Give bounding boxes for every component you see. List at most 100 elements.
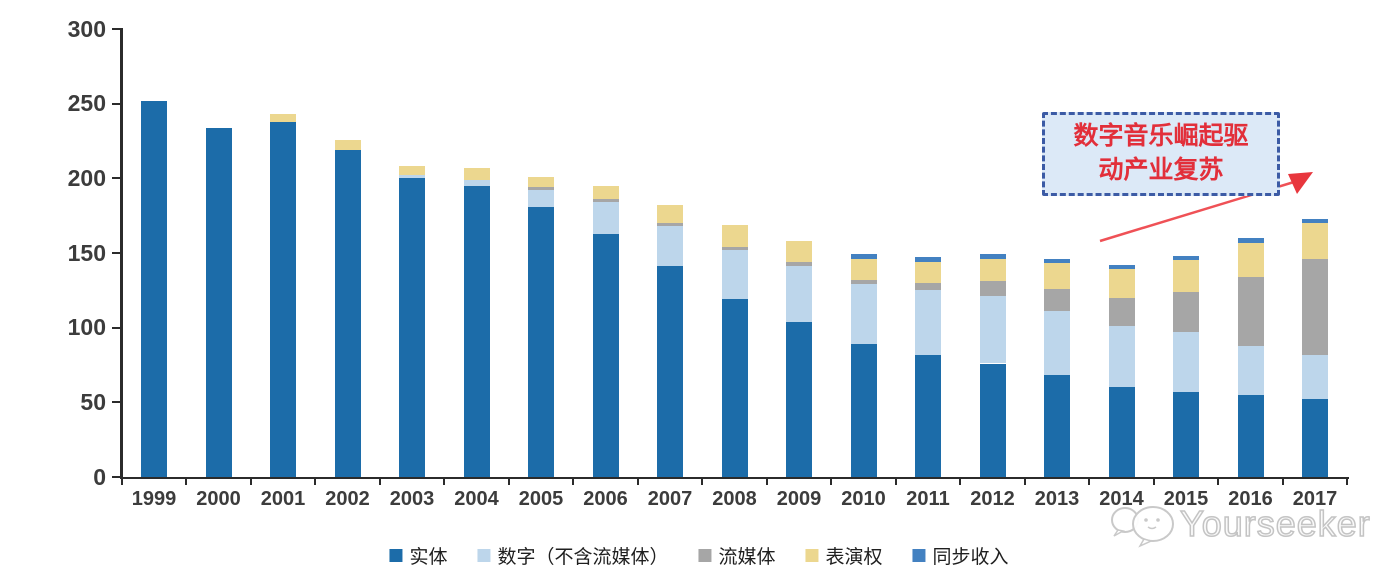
- y-axis-tick: [112, 401, 121, 404]
- x-axis-tick: [314, 477, 317, 485]
- x-axis-tick: [894, 477, 897, 485]
- y-tick-label: 200: [67, 164, 106, 191]
- bar-segment-2015-流媒体: [1173, 291, 1199, 333]
- x-tick-label: 1999: [131, 488, 177, 510]
- x-axis-tick: [249, 477, 252, 485]
- x-tick-label: 2013: [1034, 488, 1080, 510]
- bar-segment-2015-实体: [1173, 391, 1199, 477]
- bar-segment-2013-同步收入: [1044, 258, 1070, 264]
- bar-segment-2016-表演权: [1237, 242, 1264, 277]
- bar-segment-2010-实体: [850, 344, 877, 477]
- bar-segment-2014-流媒体: [1108, 297, 1135, 327]
- bar-segment-2014-同步收入: [1108, 264, 1135, 270]
- x-axis-tick: [185, 477, 188, 485]
- x-tick-label: 2003: [389, 488, 435, 510]
- x-axis-tick: [1152, 477, 1155, 485]
- bar-segment-2007-数字（不含流媒体）: [657, 226, 683, 267]
- legend-item-同步收入: 同步收入: [912, 542, 1009, 569]
- x-axis-tick: [1346, 477, 1349, 485]
- x-axis-tick: [765, 477, 768, 485]
- annotation-callout: 数字音乐崛起驱 动产业复苏: [1042, 112, 1280, 196]
- x-axis-tick: [1281, 477, 1284, 485]
- bar-segment-2007-表演权: [657, 205, 683, 224]
- bar-segment-2010-数字（不含流媒体）: [850, 284, 877, 345]
- x-tick-label: 2014: [1099, 488, 1144, 510]
- x-tick-label: 2016: [1228, 488, 1273, 510]
- bar-segment-2003-实体: [399, 178, 425, 477]
- legend-item-表演权: 表演权: [805, 542, 883, 569]
- x-axis-tick: [1088, 477, 1091, 485]
- x-axis-tick: [959, 477, 962, 485]
- x-axis-tick: [830, 477, 833, 485]
- legend-item-数字（不含流媒体）: 数字（不含流媒体）: [477, 542, 668, 569]
- x-axis-tick: [443, 477, 446, 485]
- bar-segment-2001-表演权: [270, 114, 296, 122]
- legend-label: 流媒体: [718, 547, 776, 568]
- x-axis-tick: [572, 477, 575, 485]
- bar-segment-2017-表演权: [1302, 223, 1328, 259]
- x-tick-label: 2002: [325, 488, 370, 510]
- y-tick-label: 50: [80, 388, 106, 415]
- x-axis-tick: [701, 477, 704, 485]
- bar-segment-2004-数字（不含流媒体）: [463, 179, 490, 186]
- bar-segment-2006-流媒体: [592, 199, 619, 203]
- y-tick-label: 250: [67, 90, 106, 117]
- legend-swatch-icon: [698, 549, 712, 562]
- bar-segment-2006-数字（不含流媒体）: [592, 202, 619, 234]
- bar-segment-2009-数字（不含流媒体）: [786, 266, 812, 322]
- bar-segment-2016-流媒体: [1237, 276, 1264, 346]
- bar-segment-2013-表演权: [1044, 263, 1070, 289]
- x-tick-label: 2017: [1292, 488, 1338, 510]
- bar-segment-2013-数字（不含流媒体）: [1044, 311, 1070, 376]
- bar-segment-2010-表演权: [850, 258, 877, 280]
- bar-segment-2008-表演权: [721, 224, 748, 248]
- bar-segment-2016-数字（不含流媒体）: [1237, 345, 1264, 395]
- legend-item-流媒体: 流媒体: [698, 542, 776, 569]
- bar-segment-2017-实体: [1302, 399, 1328, 477]
- legend-item-实体: 实体: [389, 542, 447, 569]
- bar-segment-2015-表演权: [1173, 260, 1199, 292]
- bar-segment-2003-数字（不含流媒体）: [399, 175, 425, 179]
- bar-segment-2015-同步收入: [1173, 255, 1199, 261]
- x-tick-label: 2004: [454, 488, 499, 510]
- bar-segment-2014-表演权: [1108, 269, 1135, 298]
- x-tick-label: 2001: [260, 488, 306, 510]
- y-axis-tick: [112, 326, 121, 329]
- bar-segment-2014-实体: [1108, 387, 1135, 477]
- bar-segment-2016-同步收入: [1237, 238, 1264, 243]
- bar-segment-2009-实体: [786, 321, 812, 477]
- y-axis-tick: [112, 102, 121, 105]
- legend-swatch-icon: [912, 549, 926, 562]
- bar-segment-2011-流媒体: [915, 282, 941, 291]
- bar-segment-2004-表演权: [463, 167, 490, 180]
- y-tick-label: 100: [67, 314, 106, 341]
- legend-label: 同步收入: [932, 547, 1009, 568]
- bar-segment-2012-数字（不含流媒体）: [979, 296, 1006, 364]
- x-axis-tick: [378, 477, 381, 485]
- y-axis-tick: [112, 252, 121, 254]
- bar-segment-2009-流媒体: [786, 261, 812, 267]
- bar-segment-2017-同步收入: [1302, 218, 1328, 224]
- x-axis-tick: [1217, 477, 1220, 485]
- bar-segment-2011-同步收入: [915, 257, 941, 262]
- bar-segment-2014-数字（不含流媒体）: [1108, 326, 1135, 388]
- bar-segment-2009-表演权: [786, 241, 812, 262]
- legend-label: 实体: [409, 547, 448, 568]
- x-axis-tick: [120, 477, 123, 485]
- legend-swatch-icon: [477, 549, 491, 562]
- bar-segment-2012-同步收入: [979, 254, 1006, 259]
- bar-segment-2012-实体: [979, 363, 1006, 477]
- bar-segment-2003-表演权: [399, 166, 425, 176]
- bar-segment-2008-实体: [721, 299, 748, 477]
- bar-segment-2013-流媒体: [1044, 288, 1070, 312]
- bar-segment-2006-实体: [592, 233, 619, 477]
- x-tick-label: 2012: [970, 488, 1015, 510]
- x-tick-label: 2000: [196, 488, 241, 510]
- bar-segment-2017-流媒体: [1302, 258, 1328, 355]
- bar-segment-2005-流媒体: [528, 187, 554, 191]
- bar-segment-2002-表演权: [334, 139, 361, 150]
- annotation-text-line1: 数字音乐崛起驱: [1073, 123, 1249, 150]
- bar-segment-2004-实体: [463, 185, 490, 477]
- legend-swatch-icon: [389, 549, 403, 562]
